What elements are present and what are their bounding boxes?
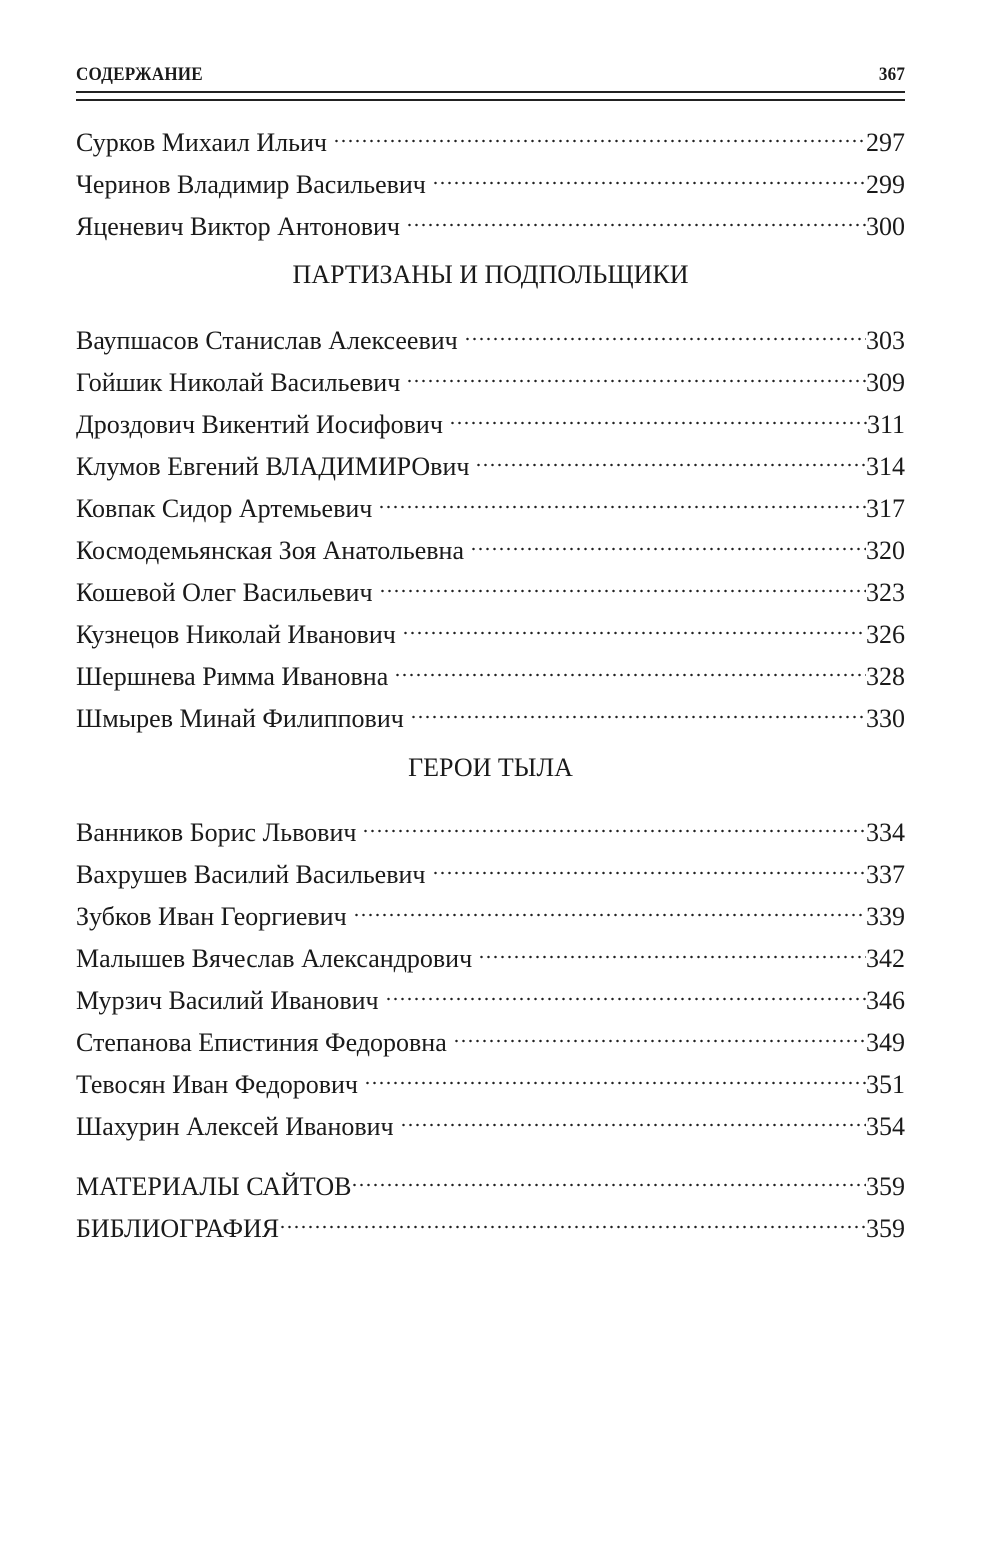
dot-leader — [431, 841, 866, 883]
toc-entry[interactable]: Черинов Владимир Васильевич 299 — [76, 151, 905, 199]
toc-section: ПАРТИЗАНЫ И ПОДПОЛЬЩИКИ Ваупшасов Станисл… — [76, 254, 905, 733]
entry-title: Ванников Борис Львович — [76, 818, 357, 847]
entry-title: Ваупшасов Станислав Алексеевич — [76, 326, 458, 355]
dot-leader — [405, 193, 866, 235]
dot-leader — [470, 517, 866, 559]
entry-page-number: 354 — [866, 1112, 905, 1141]
dot-leader — [452, 1009, 866, 1051]
entry-page-number: 359 — [866, 1172, 905, 1201]
entry-title: Зубков Иван Георгиевич — [76, 902, 347, 931]
entry-title: Шершнева Римма Ивановна — [76, 662, 389, 691]
entry-page-number: 320 — [866, 536, 905, 565]
toc-entry[interactable]: Шершнева Римма Ивановна 328 — [76, 643, 905, 691]
dot-leader — [362, 799, 866, 841]
toc-entry[interactable]: Мурзич Василий Иванович 346 — [76, 967, 905, 1015]
toc-section: МАТЕРИАЛЫ САЙТОВ 359 БИБЛИОГРАФИЯ 359 — [76, 1153, 905, 1243]
entry-title: Тевосян Иван Федорович — [76, 1070, 358, 1099]
entry-page-number: 351 — [866, 1070, 905, 1099]
entry-title: Кузнецов Николай Иванович — [76, 620, 396, 649]
entry-page-number: 330 — [866, 704, 905, 733]
entry-page-number: 326 — [866, 620, 905, 649]
toc-entry[interactable]: МАТЕРИАЛЫ САЙТОВ 359 — [76, 1153, 905, 1201]
toc-entry[interactable]: Гойшик Николай Васильевич 309 — [76, 349, 905, 397]
toc-entry[interactable]: Ваупшасов Станислав Алексеевич 303 — [76, 307, 905, 355]
toc-entry[interactable]: Ванников Борис Львович 334 — [76, 799, 905, 847]
entry-page-number: 303 — [866, 326, 905, 355]
entry-title: Кошевой Олег Васильевич — [76, 578, 373, 607]
dot-leader — [409, 685, 866, 727]
toc-entry[interactable]: Шмырев Минай Филиппович 330 — [76, 685, 905, 733]
entry-page-number: 299 — [866, 170, 905, 199]
entry-page-number: 311 — [866, 410, 905, 439]
entry-title: Гойшик Николай Васильевич — [76, 368, 401, 397]
dot-leader — [394, 643, 866, 685]
dot-leader — [378, 559, 866, 601]
toc-entry[interactable]: БИБЛИОГРАФИЯ 359 — [76, 1195, 905, 1243]
entry-page-number: 349 — [866, 1028, 905, 1057]
toc-section: ГЕРОИ ТЫЛА Ванников Борис Львович 334 Вахру… — [76, 747, 905, 1141]
toc-entry[interactable]: Кузнецов Николай Иванович 326 — [76, 601, 905, 649]
header-rule-bottom — [76, 99, 905, 101]
entry-title: Шахурин Алексей Иванович — [76, 1112, 394, 1141]
dot-leader — [364, 1051, 866, 1093]
dot-leader — [478, 925, 866, 967]
toc-entry[interactable]: Ковпак Сидор Артемьевич 317 — [76, 475, 905, 523]
dot-leader — [351, 1153, 866, 1195]
toc-entry[interactable]: Зубков Иван Георгиевич 339 — [76, 883, 905, 931]
entry-page-number: 309 — [866, 368, 905, 397]
entry-page-number: 314 — [866, 452, 905, 481]
dot-leader — [333, 109, 866, 151]
entry-title: Сурков Михаил Ильич — [76, 128, 327, 157]
dot-leader — [401, 601, 866, 643]
dot-leader — [463, 307, 866, 349]
entry-page-number: 317 — [866, 494, 905, 523]
toc-section: Сурков Михаил Ильич 297 Черинов Владимир В… — [76, 109, 905, 241]
dot-leader — [352, 883, 866, 925]
entry-page-number: 297 — [866, 128, 905, 157]
entry-page-number: 334 — [866, 818, 905, 847]
entry-page-number: 346 — [866, 986, 905, 1015]
entry-title: Черинов Владимир Васильевич — [76, 170, 426, 199]
toc-entry[interactable]: Дроздович Викентий Иосифович 311 — [76, 391, 905, 439]
entry-page-number: 337 — [866, 860, 905, 889]
toc-entry[interactable]: Сурков Михаил Ильич 297 — [76, 109, 905, 157]
header-rule-top — [76, 91, 905, 93]
dot-leader — [384, 967, 866, 1009]
entry-title: Дроздович Викентий Иосифович — [76, 410, 443, 439]
entry-page-number: 323 — [866, 578, 905, 607]
entry-page-number: 339 — [866, 902, 905, 931]
running-header-title: СОДЕРЖАНИЕ — [76, 64, 203, 85]
dot-leader — [279, 1195, 866, 1237]
toc-entry[interactable]: Тевосян Иван Федорович 351 — [76, 1051, 905, 1099]
entry-page-number: 300 — [866, 212, 905, 241]
dot-leader — [399, 1093, 866, 1135]
entry-title: Шмырев Минай Филиппович — [76, 704, 404, 733]
entry-title: БИБЛИОГРАФИЯ — [76, 1214, 280, 1243]
dot-leader — [406, 349, 866, 391]
entry-title: Ковпак Сидор Артемьевич — [76, 494, 373, 523]
entry-title: Яценевич Виктор Антонович — [76, 212, 400, 241]
entry-page-number: 359 — [866, 1214, 905, 1243]
dot-leader — [378, 475, 866, 517]
entry-title: Мурзич Василий Иванович — [76, 986, 379, 1015]
toc-entry[interactable]: Вахрушев Василий Васильевич 337 — [76, 841, 905, 889]
dot-leader — [431, 151, 866, 193]
toc-entry[interactable]: Кошевой Олег Васильевич 323 — [76, 559, 905, 607]
running-header: СОДЕРЖАНИЕ 367 — [76, 62, 905, 86]
toc-entry[interactable]: Шахурин Алексей Иванович 354 — [76, 1093, 905, 1141]
section-heading: ГЕРОИ ТЫЛА — [408, 753, 573, 782]
dot-leader — [448, 391, 867, 433]
toc-entry[interactable]: Яценевич Виктор Антонович 300 — [76, 193, 905, 241]
entry-page-number: 342 — [866, 944, 905, 973]
page-number: 367 — [878, 64, 905, 85]
dot-leader — [475, 433, 866, 475]
entry-page-number: 328 — [866, 662, 905, 691]
section-heading: ПАРТИЗАНЫ И ПОДПОЛЬЩИКИ — [292, 260, 689, 289]
